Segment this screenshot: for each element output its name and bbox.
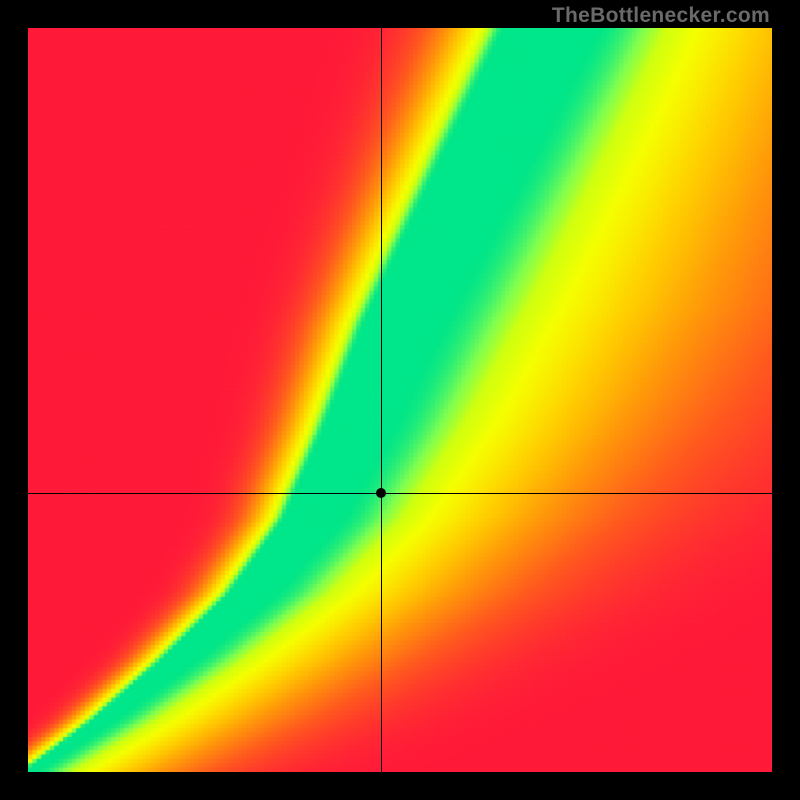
chart-container: TheBottlenecker.com: [0, 0, 800, 800]
watermark-text: TheBottlenecker.com: [552, 4, 770, 28]
crosshair-vertical: [381, 28, 382, 772]
bottleneck-marker: [376, 488, 386, 498]
crosshair-horizontal: [28, 493, 772, 494]
heatmap-canvas: [28, 28, 772, 772]
